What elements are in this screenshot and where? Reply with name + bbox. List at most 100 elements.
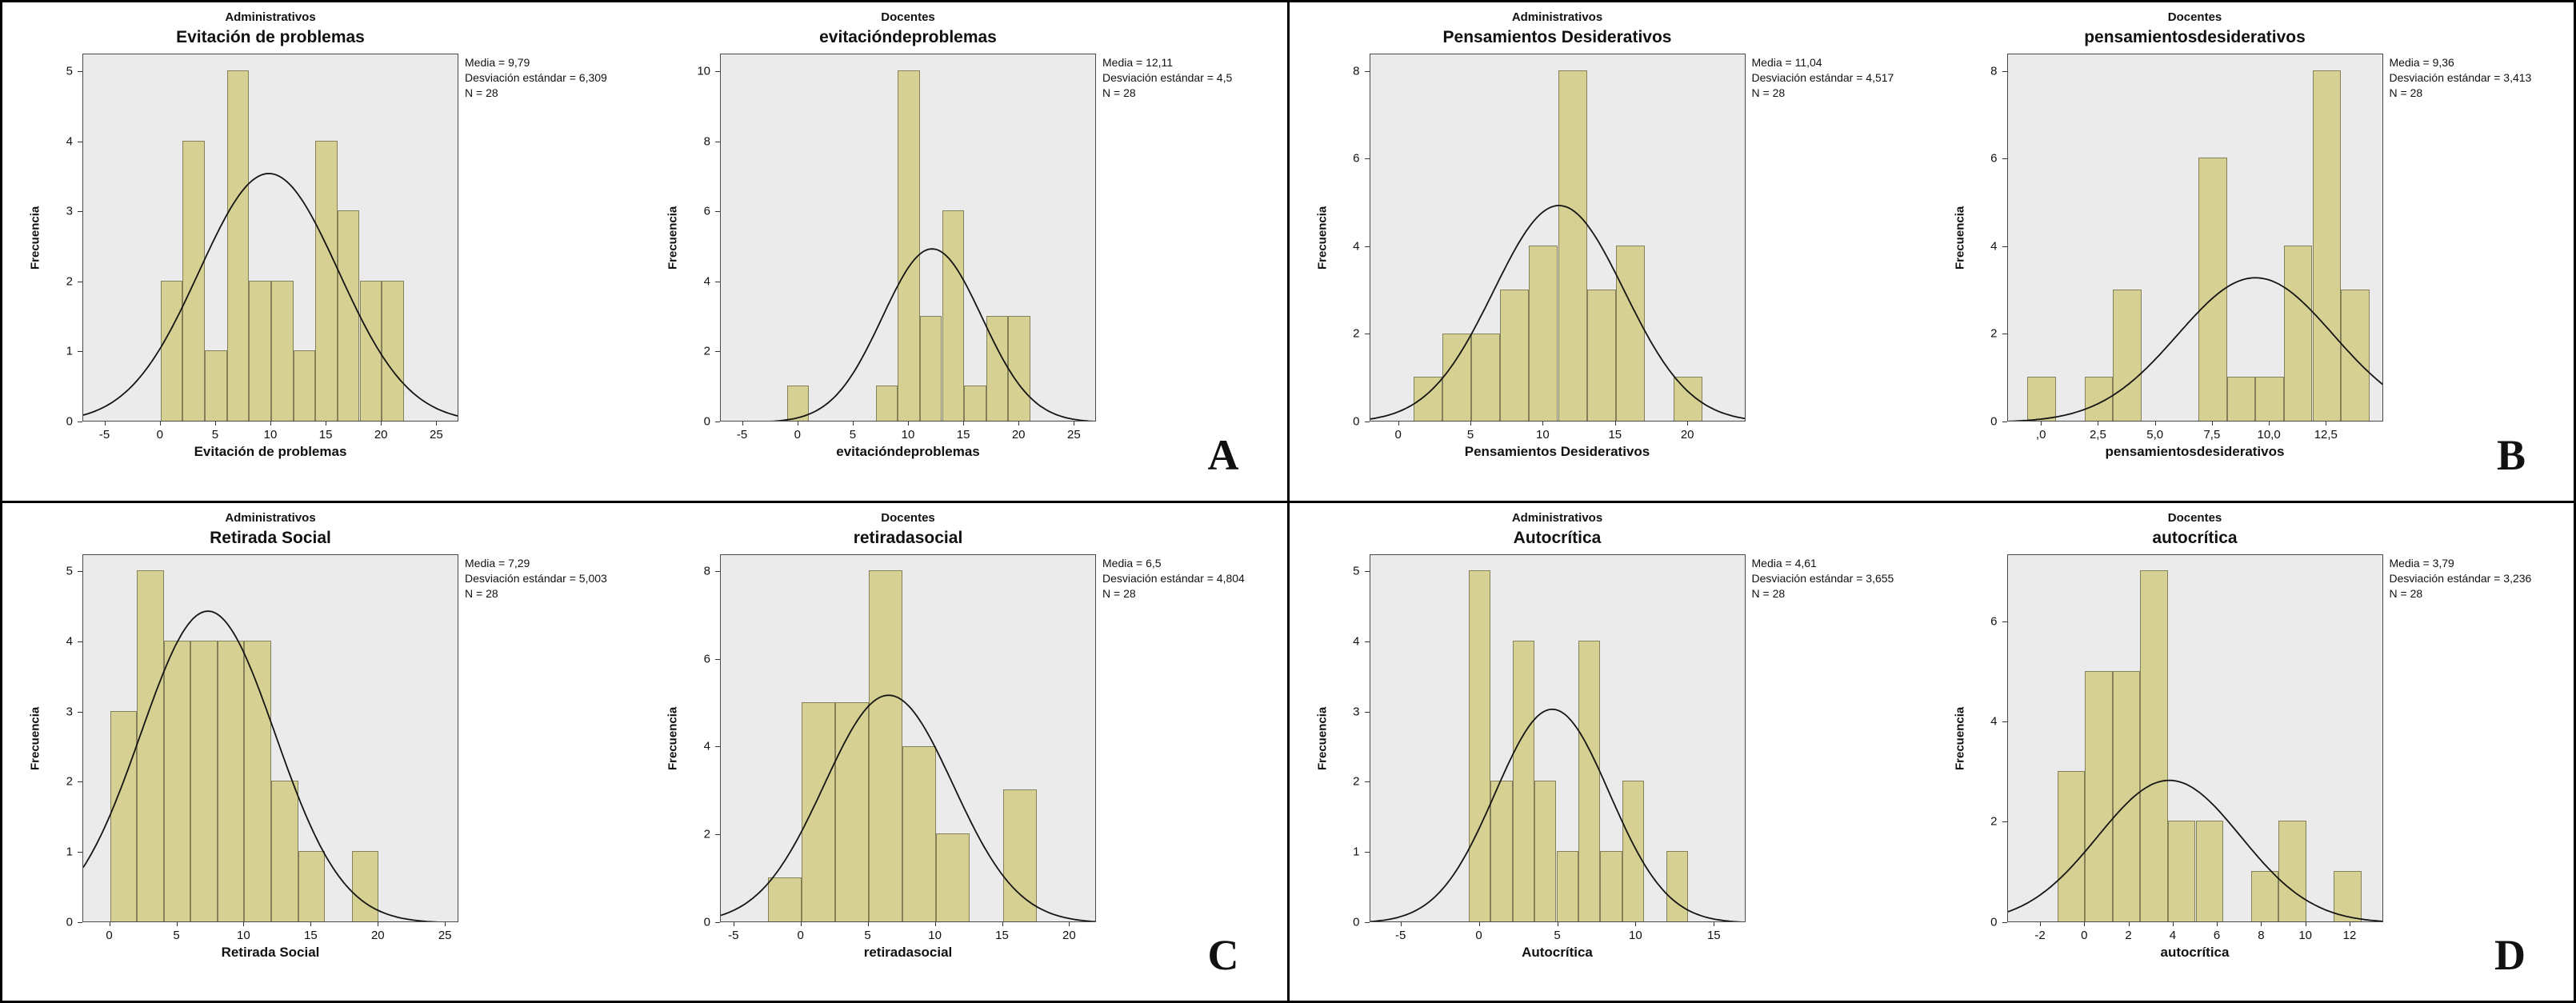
x-tick-mark (867, 921, 869, 926)
stats-block: Media = 9,79 Desviación estándar = 6,309 N… (465, 54, 637, 101)
x-tick-label: 10 (237, 928, 250, 942)
x-tick-label: 0 (106, 928, 113, 942)
x-tick-label: 15 (956, 428, 970, 442)
y-tick-mark (1364, 851, 1370, 853)
histogram-bar (2140, 570, 2168, 921)
normal-curve-path (1370, 204, 1745, 420)
x-axis-ticks: 0 5 10 15 20 (1370, 422, 1746, 442)
panel-d-figures: Administrativos Autocrítica Frecuencia 0 1 2 3… (1312, 511, 2574, 961)
x-axis-ticks: -5 0 5 10 15 20 25 (720, 422, 1096, 442)
y-tick-label: 2 (703, 827, 710, 841)
normal-curve (83, 609, 438, 921)
x-tick-label: 0 (1475, 928, 1482, 942)
stat-line: N = 28 (1751, 586, 1786, 600)
y-tick-label: 4 (1990, 714, 1998, 729)
x-tick-mark (1400, 921, 1402, 926)
group-label: Administrativos (225, 510, 316, 525)
panel-c-figures: Administrativos Retirada Social Frecuencia… (25, 511, 1287, 961)
histogram-bar (1600, 850, 1622, 921)
y-tick-mark (1364, 921, 1370, 923)
y-tick-label: 1 (1353, 845, 1360, 859)
chart-body: Frecuencia 0 1 2 3 4 5 Media = 7,29 Desviación e… (25, 553, 638, 929)
chart-body: Frecuencia 0 2 4 6 8 10 Media = 12,11 Desviación… (662, 54, 1276, 429)
x-tick-label: 10 (2298, 928, 2313, 942)
plot-area (720, 553, 1096, 922)
x-tick-label: -5 (736, 428, 748, 442)
y-axis-title: Frecuencia (666, 206, 680, 270)
x-tick-mark (1018, 422, 1020, 426)
y-tick-label: 6 (1990, 151, 1998, 166)
x-tick-label: 7,5 (2203, 428, 2221, 442)
x-tick-label: 10 (1629, 928, 1642, 942)
y-tick-label: 2 (1990, 326, 1998, 341)
y-axis-title: Frecuencia (28, 206, 42, 270)
stat-line: Media = 3,79 (2389, 556, 2454, 569)
stat-line: Desviación estándar = 4,5 (1102, 71, 1233, 84)
y-axis-title: Frecuencia (1953, 206, 1966, 270)
histogram-bar (382, 280, 404, 421)
y-tick-label: 4 (1353, 634, 1360, 649)
x-tick-mark (2040, 921, 2041, 926)
histogram-bar (359, 280, 382, 421)
plot-area (82, 553, 458, 922)
histogram-bar (1442, 333, 1472, 421)
x-tick-label: 0 (797, 928, 804, 942)
x-tick-label: 12 (2342, 928, 2357, 942)
x-tick-label: 20 (374, 428, 388, 442)
x-tick-mark (270, 422, 271, 426)
histogram-bar (898, 70, 920, 421)
histogram-bar (1666, 850, 1688, 921)
histogram-bar (190, 641, 218, 921)
x-tick-label: 5 (864, 928, 871, 942)
stat-line: N = 28 (1102, 586, 1136, 600)
chart-title: Autocrítica (1513, 528, 1602, 547)
x-tick-label: 20 (1680, 428, 1694, 442)
x-tick-label: 15 (304, 928, 318, 942)
panel-letter-c: C (1207, 931, 1239, 979)
y-tick-label: 1 (66, 845, 73, 859)
histogram-bar (1622, 781, 1645, 921)
histogram-bar (298, 850, 326, 921)
histogram-bar (868, 570, 902, 921)
histogram-bar (2312, 70, 2342, 421)
x-tick-mark (310, 921, 312, 926)
y-tick-label: 8 (703, 134, 710, 149)
normal-curve-path (770, 248, 1094, 421)
y-tick-label: 3 (66, 705, 73, 719)
x-tick-mark (2211, 422, 2213, 426)
x-axis-ticks: -5 0 5 10 15 20 (720, 921, 1096, 943)
normal-curve-path (83, 173, 458, 417)
histogram-bar (2226, 377, 2256, 421)
x-tick-label: 10 (901, 428, 915, 442)
stat-line: N = 28 (2389, 86, 2423, 99)
x-tick-label: 0 (2081, 928, 2088, 942)
y-axis-ticks: 0 2 4 6 8 (1970, 54, 2007, 429)
histogram-bar (1586, 289, 1616, 421)
histogram-bar (1500, 289, 1530, 421)
x-tick-label: 5 (211, 428, 219, 442)
y-tick-label: 2 (1353, 774, 1360, 789)
y-tick-label: 0 (1353, 414, 1360, 429)
stat-line: Media = 11,04 (1751, 56, 1822, 69)
histogram-figure-docentes: Docentes retiradasocial Frecuencia 0 2 4 6 8 Med… (662, 511, 1276, 961)
y-tick-label: 4 (703, 739, 710, 753)
histogram-bar (2167, 821, 2196, 921)
y-tick-mark (715, 658, 720, 660)
x-axis-title: Pensamientos Desiderativos (1464, 444, 1650, 459)
histogram-bar (2255, 377, 2284, 421)
y-tick-mark (78, 641, 82, 643)
normal-curve (2007, 779, 2382, 921)
chart-title: autocrítica (2152, 528, 2238, 547)
histogram-bar (2112, 670, 2141, 921)
stat-line: Media = 12,11 (1102, 56, 1174, 69)
y-tick-mark (1364, 158, 1370, 160)
x-tick-mark (214, 422, 216, 426)
y-tick-label: 0 (1990, 915, 1998, 929)
panel-d: Administrativos Autocrítica Frecuencia 0 1 2 3… (1289, 502, 2574, 1001)
histogram-bar (1558, 70, 1587, 421)
x-tick-mark (1687, 422, 1689, 426)
x-tick-mark (2217, 921, 2218, 926)
normal-curve-path (2007, 277, 2382, 421)
y-tick-mark (715, 351, 720, 353)
